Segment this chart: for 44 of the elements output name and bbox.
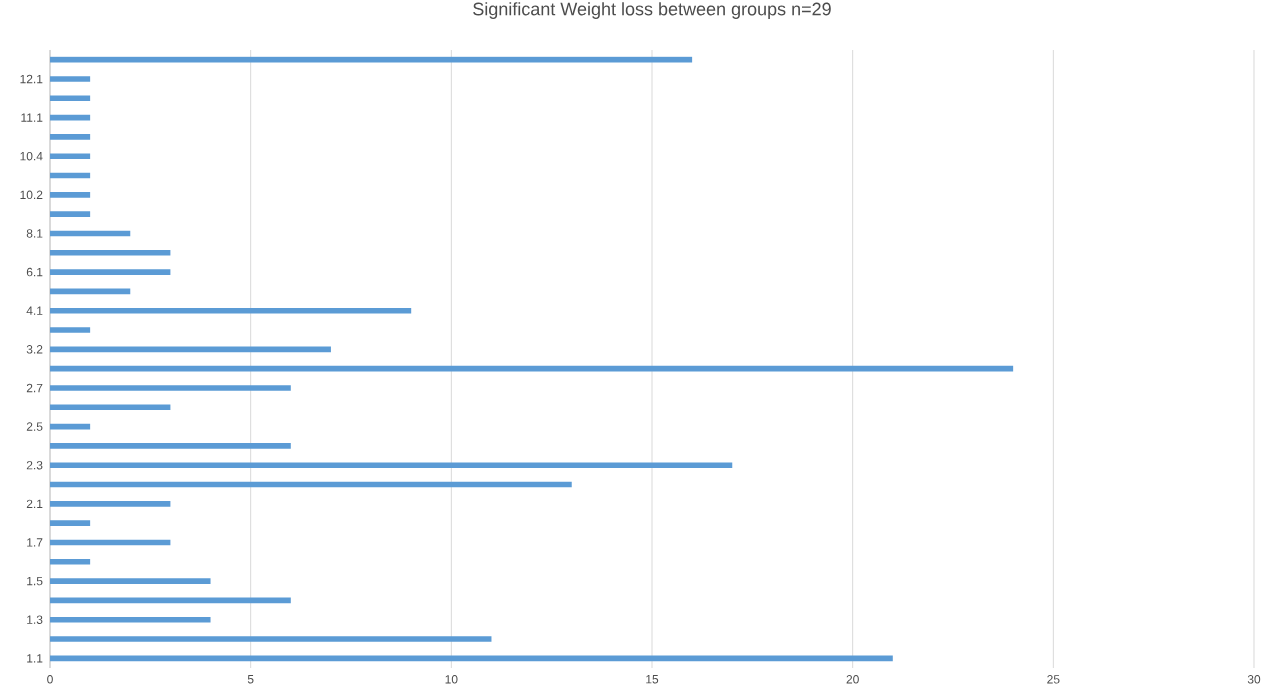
x-tick-label: 0 [47,675,53,684]
bar [50,558,91,565]
bar [50,578,211,584]
y-tick-label: 2.7 [26,383,43,393]
y-tick-label: 11.1 [21,113,43,122]
bar [50,462,733,469]
bar [50,249,171,256]
y-tick-label: 8.1 [26,229,43,238]
y-tick-label: 1.7 [27,538,43,547]
bar [50,269,171,275]
bar [50,192,91,198]
bar [50,616,211,623]
x-tick-label: 10 [445,675,458,684]
bar [50,95,91,102]
bar [50,404,171,411]
y-tick-label: 1.3 [27,615,43,624]
y-tick-label: 10.2 [20,190,43,200]
y-tick-label: 4.1 [26,306,43,315]
y-tick-label: 2.5 [26,422,43,431]
bar [50,385,291,391]
bar [50,443,291,449]
bar [50,636,492,642]
x-tick-label: 5 [247,675,254,684]
x-tick-label: 20 [846,675,859,684]
x-tick-label: 30 [1247,675,1261,684]
bar [50,307,412,314]
bar [50,76,91,82]
y-tick-label: 1.5 [27,576,43,586]
y-tick-label: 12.1 [20,74,43,84]
y-tick-label: 10.4 [20,151,43,161]
bar [50,134,91,140]
bar [50,520,91,526]
bar [50,211,91,217]
y-tick-label: 2.3 [26,460,43,470]
y-tick-label: 1.1 [27,654,43,663]
y-tick-label: 3.2 [26,345,43,354]
bar [50,327,91,333]
bar [50,153,91,160]
x-tick-label: 25 [1047,675,1060,684]
y-tick-label: 2.1 [26,499,43,509]
x-tick-label: 15 [646,675,659,684]
y-tick-label: 6.1 [26,267,43,277]
bar [50,501,171,507]
chart-title: Significant Weight loss between groups n=29 [473,2,831,19]
